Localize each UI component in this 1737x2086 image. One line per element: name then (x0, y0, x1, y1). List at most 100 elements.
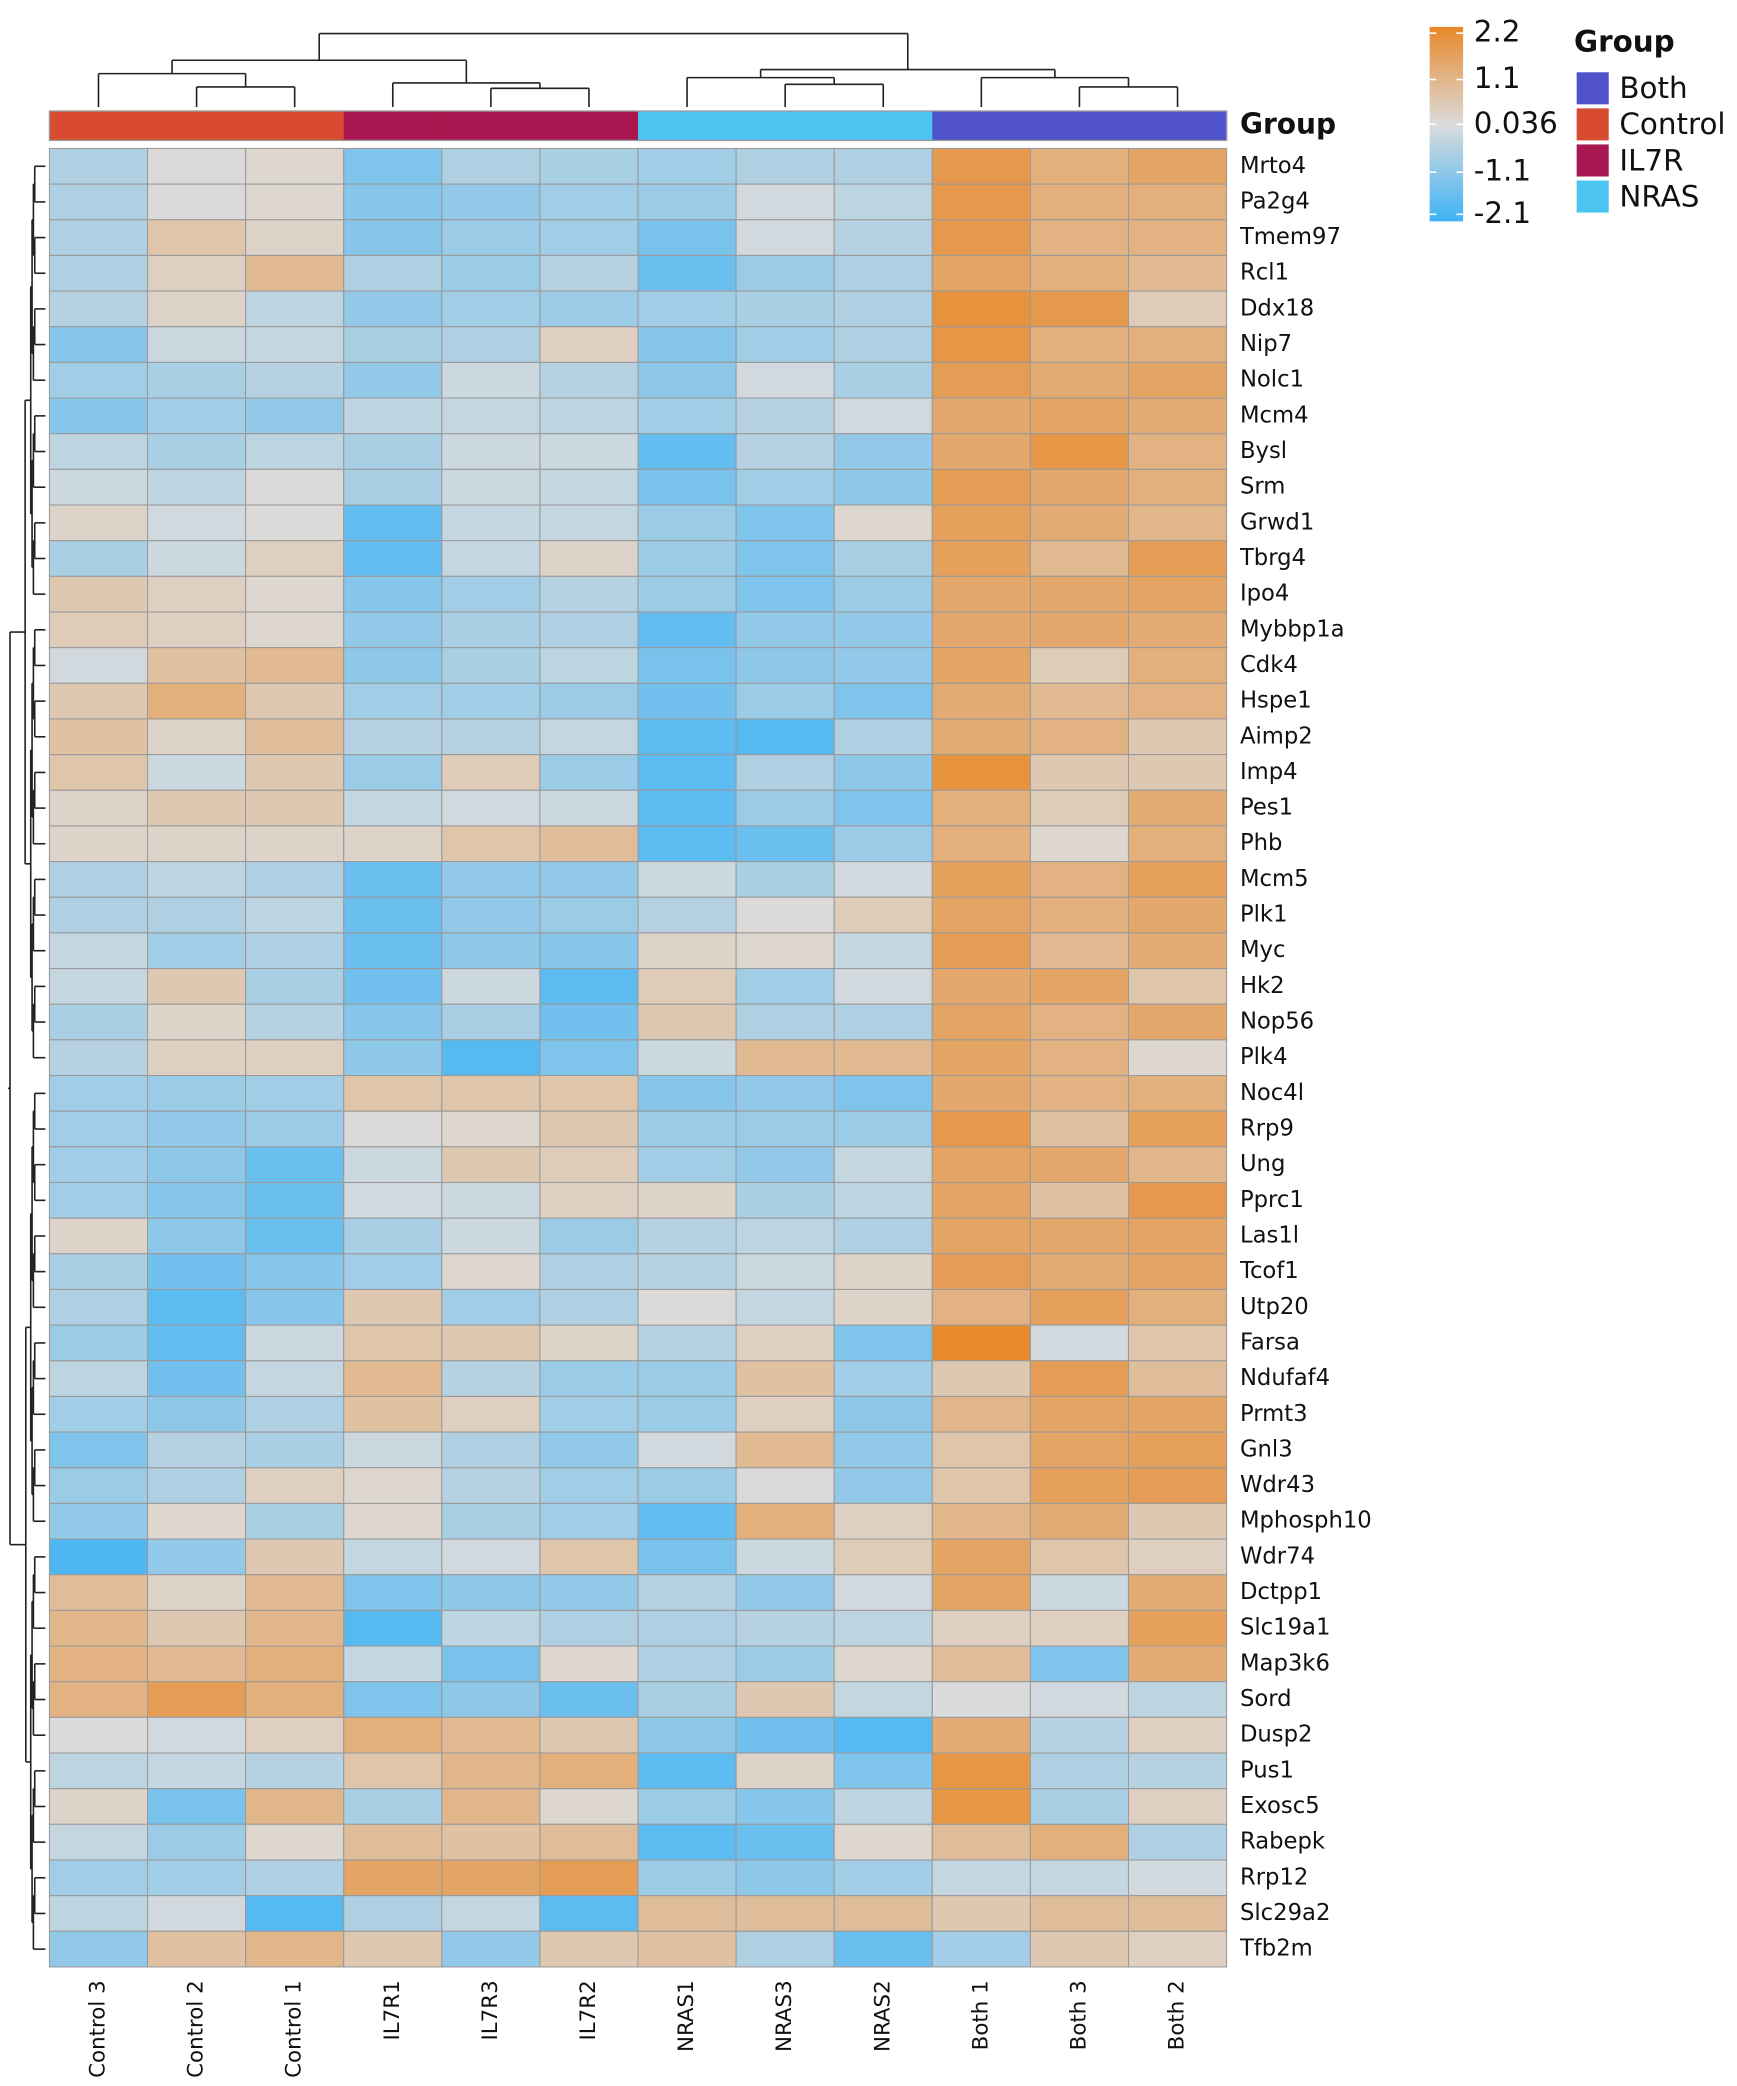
heatmap-cell (931, 861, 1031, 898)
heatmap-cell (735, 254, 835, 292)
legend-label: Both (1619, 71, 1687, 105)
heatmap-cell (735, 290, 835, 328)
heatmap-cell (539, 968, 639, 1005)
heatmap-cell (1127, 932, 1228, 970)
heatmap-cell (833, 647, 933, 684)
heatmap-cell (1127, 1360, 1228, 1397)
heatmap-cell (637, 147, 737, 185)
heatmap-cell (48, 1681, 149, 1718)
heatmap-cell (146, 1859, 247, 1897)
heatmap-cell (1029, 1360, 1130, 1397)
heatmap-cell (245, 1930, 345, 1968)
heatmap-cell (637, 1360, 737, 1397)
row-label: Slc19a1 (1240, 1615, 1330, 1641)
heatmap-cell (833, 147, 933, 185)
heatmap-cell (441, 575, 541, 613)
heatmap-cell (931, 825, 1031, 863)
heatmap-cell (539, 397, 639, 435)
heatmap-cell (637, 361, 737, 399)
heatmap-cell (931, 1110, 1031, 1148)
heatmap-cell (48, 1003, 149, 1041)
heatmap-cell (48, 1395, 149, 1433)
heatmap-cell (343, 754, 443, 791)
heatmap-cell (1029, 397, 1130, 435)
heatmap-cell (1029, 968, 1130, 1005)
heatmap-cell (637, 1859, 737, 1897)
heatmap-cell (1127, 397, 1228, 435)
heatmap-cell (637, 1074, 737, 1112)
heatmap-cell (343, 718, 443, 756)
heatmap-cell (833, 219, 933, 256)
heatmap-cell (48, 1930, 149, 1968)
heatmap-cell (931, 1431, 1031, 1469)
heatmap-cell (343, 504, 443, 542)
heatmap-cell (48, 1288, 149, 1326)
heatmap-cell (735, 147, 835, 185)
heatmap-cell (931, 647, 1031, 684)
colorbar-segment (1429, 188, 1464, 193)
heatmap-cell (833, 825, 933, 863)
column-label: Both 1 (968, 1980, 993, 2050)
row-label: Plk4 (1240, 1044, 1288, 1070)
colorbar-segment (1429, 101, 1464, 106)
heatmap-cell (833, 1930, 933, 1968)
colorbar-segment (1429, 162, 1464, 167)
row-label: Pa2g4 (1240, 188, 1310, 214)
heatmap-cell (441, 861, 541, 898)
heatmap-cell (441, 1395, 541, 1433)
heatmap-cell (539, 1110, 639, 1148)
heatmap-cell (441, 1752, 541, 1790)
heatmap-cell (146, 1181, 247, 1219)
heatmap-cell (637, 789, 737, 827)
row-label: Ung (1240, 1151, 1285, 1177)
heatmap-cell (48, 1253, 149, 1291)
heatmap-cell (539, 433, 639, 470)
heatmap-cell (1029, 183, 1130, 221)
heatmap-cell (245, 540, 345, 577)
heatmap-cell (441, 647, 541, 684)
heatmap-cell (1029, 718, 1130, 756)
heatmap-cell (637, 575, 737, 613)
annotation-border (48, 110, 1228, 142)
heatmap-cell (1029, 1574, 1130, 1611)
heatmap-cell (931, 1003, 1031, 1041)
heatmap-cell (146, 326, 247, 363)
heatmap-cell (931, 718, 1031, 756)
heatmap-cell (245, 147, 345, 185)
colorbar-segment (1429, 43, 1464, 48)
legend-swatch (1576, 108, 1609, 141)
colorbar-segment (1429, 130, 1464, 135)
heatmap-cell (245, 1003, 345, 1041)
heatmap-cell (735, 433, 835, 470)
colorbar-segment (1429, 197, 1464, 203)
heatmap-cell (1127, 433, 1228, 470)
heatmap-cell (343, 326, 443, 363)
heatmap-cell (1029, 1253, 1130, 1291)
heatmap-cell (1029, 861, 1130, 898)
heatmap-cell (735, 932, 835, 970)
heatmap-cell (931, 1039, 1031, 1077)
row-label: Tbrg4 (1239, 545, 1306, 571)
colorbar-segment (1429, 68, 1464, 73)
annotation-label: Group (1240, 108, 1336, 141)
heatmap-cell (146, 1895, 247, 1932)
colorbar-segment (1429, 143, 1464, 148)
heatmap-cell (1127, 754, 1228, 791)
heatmap-cell (1029, 326, 1130, 363)
legend-swatch (1576, 180, 1609, 213)
heatmap-cell (1127, 789, 1228, 827)
heatmap-cell (735, 1681, 835, 1718)
heatmap-cell (146, 1716, 247, 1754)
heatmap-cell (539, 932, 639, 970)
heatmap-cell (146, 718, 247, 756)
heatmap-cell (48, 1110, 149, 1148)
heatmap-cell (245, 1609, 345, 1647)
heatmap-cell (146, 1360, 247, 1397)
heatmap-cell (833, 1788, 933, 1825)
heatmap-cell (539, 1859, 639, 1897)
heatmap-cell (931, 183, 1031, 221)
heatmap-cell (1127, 968, 1228, 1005)
heatmap-cell (539, 1395, 639, 1433)
heatmap-cell (735, 1467, 835, 1504)
heatmap-cell (146, 290, 247, 328)
